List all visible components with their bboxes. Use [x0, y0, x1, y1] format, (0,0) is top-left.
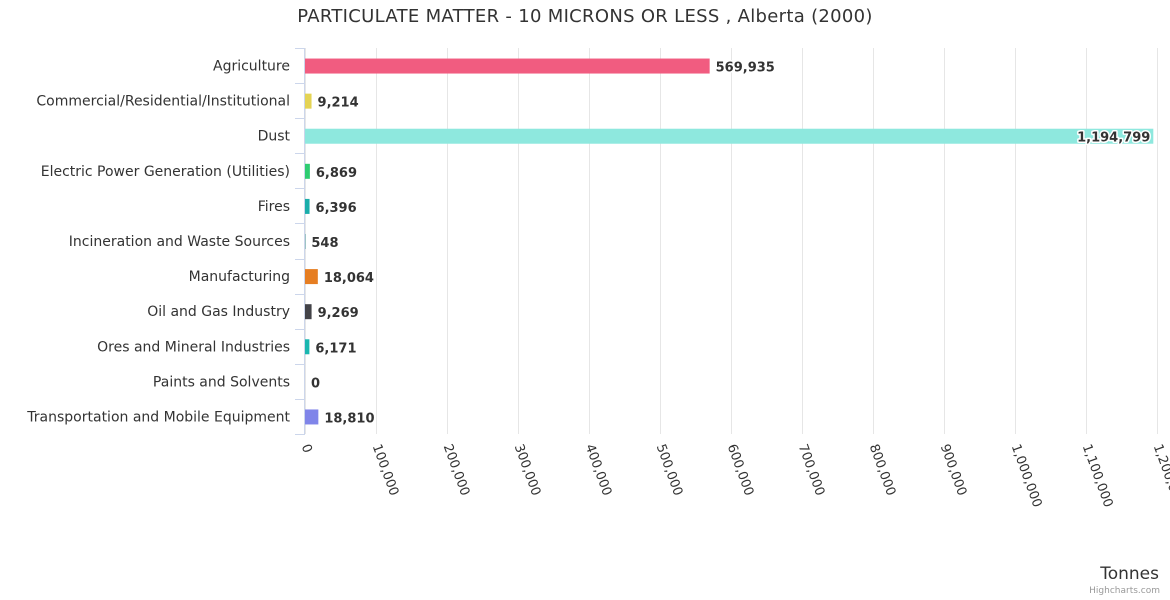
- tick-label: 300,000: [511, 442, 543, 498]
- value-axis-ticks: 0 100,000 200,000 300,000 400,000 500,000 600,…: [298, 442, 1170, 509]
- data-label: 0: [311, 376, 320, 391]
- data-label: 9,269: [318, 306, 359, 321]
- data-label: 18,064: [324, 271, 374, 286]
- tick-label: 600,000: [724, 442, 756, 498]
- bar[interactable]: [305, 58, 710, 74]
- category-label: Manufacturing: [189, 269, 290, 285]
- bar[interactable]: [305, 339, 310, 355]
- tick-label: 100,000: [369, 442, 401, 498]
- data-label: 569,935: [716, 61, 775, 76]
- data-label: 1,194,799: [1077, 131, 1150, 146]
- grid-lines: [305, 48, 1158, 434]
- tick-label: 800,000: [866, 442, 898, 498]
- bar[interactable]: [305, 409, 319, 425]
- data-label: 6,869: [316, 166, 357, 181]
- data-label: 548: [311, 236, 338, 251]
- category-label: Electric Power Generation (Utilities): [41, 164, 290, 180]
- tick-label: 1,200,000: [1150, 442, 1170, 509]
- tick-label: 400,000: [582, 442, 614, 498]
- data-label: 9,214: [318, 96, 359, 111]
- tick-label: 1,000,000: [1008, 442, 1045, 509]
- category-label: Dust: [258, 129, 291, 145]
- data-labels: 569,935 9,214 1,194,799 6,869 6,396 548 18,064…: [310, 59, 1152, 428]
- data-label: 18,810: [324, 411, 374, 426]
- category-label: Oil and Gas Industry: [147, 304, 290, 320]
- tick-label: 0: [298, 442, 315, 455]
- tick-label: 700,000: [795, 442, 827, 498]
- value-axis-title: Tonnes: [1100, 564, 1159, 584]
- bar[interactable]: [305, 163, 310, 179]
- bar[interactable]: [305, 269, 318, 285]
- bar[interactable]: [305, 128, 1154, 144]
- data-label: 6,396: [316, 201, 357, 216]
- chart-title: PARTICULATE MATTER - 10 MICRONS OR LESS …: [297, 6, 873, 27]
- category-label: Ores and Mineral Industries: [97, 339, 290, 355]
- category-label: Agriculture: [213, 59, 290, 75]
- tick-label: 500,000: [653, 442, 685, 498]
- tick-label: 900,000: [937, 442, 969, 498]
- bar[interactable]: [305, 198, 310, 214]
- category-label: Commercial/Residential/Institutional: [36, 94, 290, 110]
- bar[interactable]: [305, 93, 312, 109]
- credits-link[interactable]: Highcharts.com: [1089, 586, 1160, 596]
- category-label: Transportation and Mobile Equipment: [26, 409, 290, 425]
- tick-label: 200,000: [440, 442, 472, 498]
- tick-label: 1,100,000: [1079, 442, 1116, 509]
- category-label: Paints and Solvents: [153, 374, 290, 390]
- category-axis: [295, 48, 305, 435]
- category-label: Fires: [258, 199, 290, 215]
- bars: [305, 58, 1154, 425]
- category-labels: Agriculture Commercial/Residential/Instit…: [26, 59, 290, 426]
- category-label: Incineration and Waste Sources: [69, 234, 290, 250]
- bar[interactable]: [305, 304, 312, 320]
- data-label: 6,171: [315, 341, 356, 356]
